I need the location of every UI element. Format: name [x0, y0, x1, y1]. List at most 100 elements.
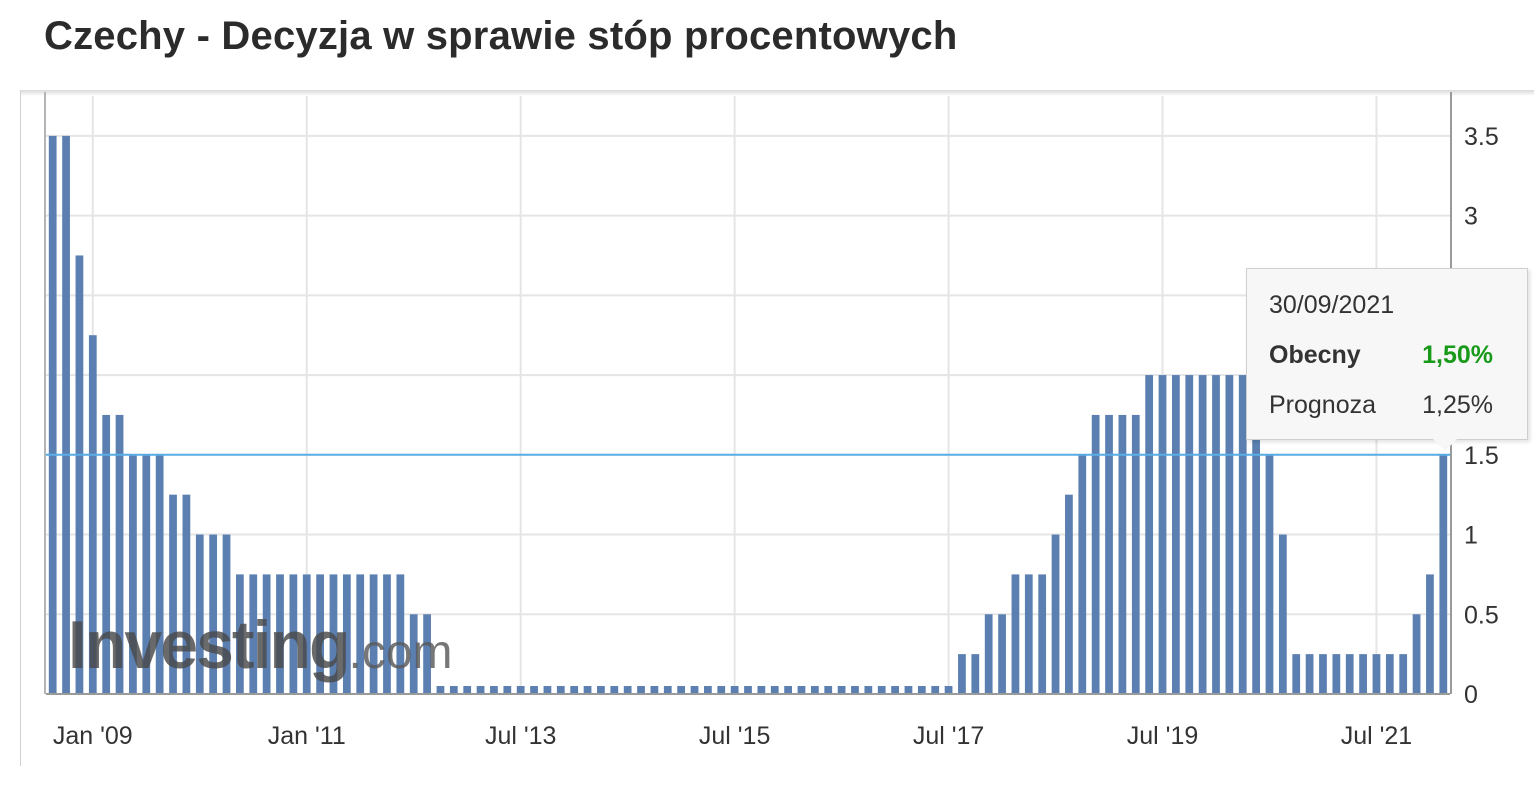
bar [436, 686, 445, 694]
bar [1198, 375, 1207, 694]
chart-title: Czechy - Decyzja w sprawie stóp procento… [44, 14, 958, 58]
bar [222, 534, 231, 694]
bar [610, 686, 619, 694]
bar [102, 414, 111, 694]
x-tick-label: Jul '15 [699, 722, 770, 750]
x-tick-label: Jul '19 [1127, 722, 1198, 750]
bar [1265, 454, 1274, 694]
bar [1051, 534, 1060, 694]
watermark-suffix: .com [348, 626, 453, 679]
y-tick-label: 1.5 [1464, 442, 1499, 470]
bar [62, 135, 70, 694]
bar [383, 574, 391, 694]
bar [1024, 574, 1033, 694]
bar [757, 686, 766, 694]
bar [182, 494, 191, 694]
bar [944, 686, 953, 694]
bar [48, 135, 57, 694]
bar [1158, 375, 1167, 694]
y-tick-label: 3 [1464, 203, 1478, 231]
bar [810, 686, 819, 694]
bar [543, 686, 552, 694]
bar [1399, 654, 1408, 694]
bar [463, 686, 472, 694]
bar [1185, 375, 1194, 694]
watermark-main: Investing [68, 607, 350, 683]
bar [677, 686, 686, 694]
y-tick-label: 0 [1464, 681, 1478, 709]
bar [824, 686, 833, 694]
tooltip-current-label: Obecny [1269, 341, 1361, 369]
bar [1038, 574, 1047, 694]
bar [637, 686, 645, 694]
bar [236, 574, 244, 694]
bar [717, 686, 726, 694]
bar [129, 454, 137, 694]
bar [369, 574, 378, 694]
bar [797, 686, 806, 694]
bar [931, 686, 940, 694]
bar [851, 686, 859, 694]
tooltip-forecast-value: 1,25% [1422, 391, 1493, 419]
bar [530, 686, 538, 694]
bar [1439, 454, 1448, 694]
x-tick-label: Jul '13 [485, 722, 556, 750]
bar [1426, 574, 1434, 694]
bar [958, 654, 966, 694]
bar [1278, 534, 1287, 694]
bar [503, 686, 512, 694]
bar [998, 614, 1006, 694]
bar [1091, 414, 1100, 694]
bar [904, 686, 913, 694]
bar [583, 686, 592, 694]
bar [249, 574, 258, 694]
bar [409, 614, 418, 694]
bar [1372, 654, 1381, 694]
y-tick-label: 3.5 [1464, 123, 1499, 151]
bar [597, 686, 605, 694]
bars-layer [48, 135, 1448, 694]
bar [516, 686, 525, 694]
bar [1105, 414, 1113, 694]
frame-shadow [20, 90, 1534, 96]
bar [423, 614, 431, 694]
chart-frame [20, 90, 1534, 766]
bar [984, 614, 993, 694]
bar [449, 686, 458, 694]
bar [864, 686, 873, 694]
bar [262, 574, 271, 694]
x-tick-label: Jan '09 [53, 722, 133, 750]
bar [1305, 654, 1314, 694]
bar [316, 574, 324, 694]
y-tick-label: 0.5 [1464, 601, 1499, 629]
bar [730, 686, 739, 694]
y-tick-label: 1 [1464, 522, 1478, 550]
bar [396, 574, 405, 694]
bar [1319, 654, 1327, 694]
bar [1078, 454, 1087, 694]
bar [1212, 375, 1220, 694]
data-tooltip: 30/09/2021 Obecny 1,50% Prognoza 1,25% [1246, 268, 1528, 451]
bar [690, 686, 699, 694]
bar [302, 574, 311, 694]
bar [1225, 375, 1234, 694]
bar [770, 686, 779, 694]
bar [329, 574, 338, 694]
bar [88, 335, 97, 694]
bar [490, 686, 498, 694]
bar [663, 686, 672, 694]
bar [1118, 414, 1127, 694]
investing-watermark-logo: Investing.com [68, 606, 453, 684]
bar [1065, 494, 1073, 694]
bar [169, 494, 177, 694]
bar [115, 414, 124, 694]
x-tick-label: Jan '11 [268, 722, 346, 750]
bar [917, 686, 926, 694]
bar [1252, 414, 1260, 694]
frame-left-border [20, 90, 21, 766]
bar [556, 686, 565, 694]
bar [476, 686, 485, 694]
bar [1011, 574, 1020, 694]
bar [1145, 375, 1154, 694]
